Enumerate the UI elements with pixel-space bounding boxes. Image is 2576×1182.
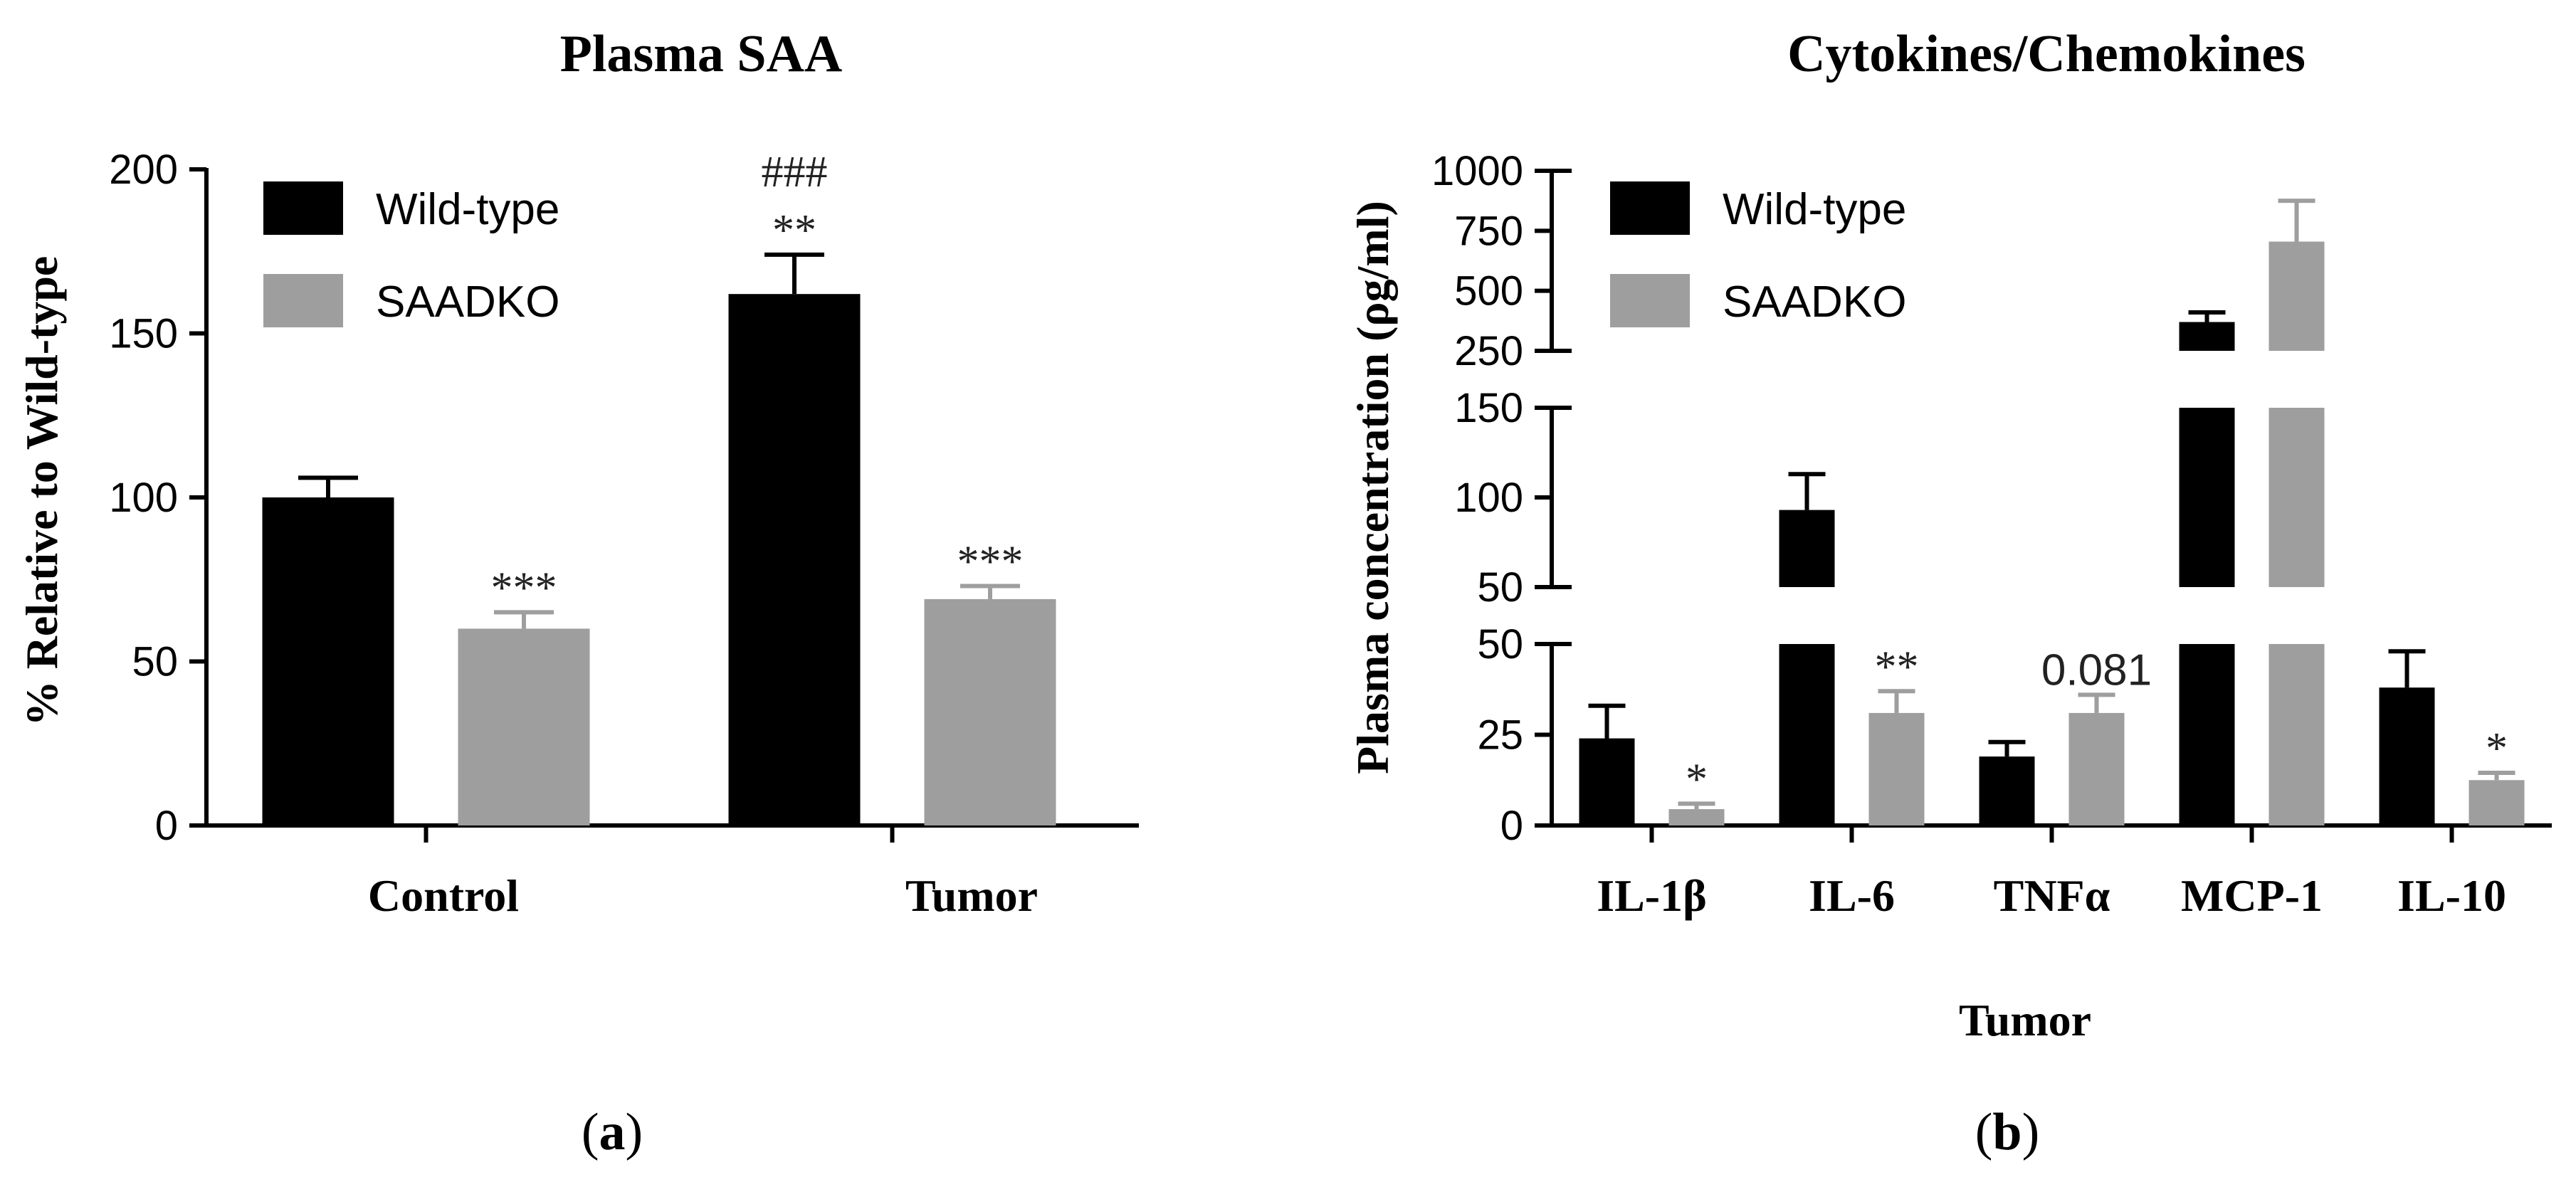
chart-b-legend-swatch-wild-type — [1610, 181, 1690, 235]
chart-a-bar — [458, 628, 590, 825]
chart-b-bar — [1979, 756, 2035, 825]
chart-b-bar — [2469, 780, 2525, 825]
chart-b-category-label: MCP-1 — [2181, 870, 2323, 921]
chart-a-legend-label-saadko: SAADKO — [376, 278, 559, 327]
chart-b-ytick-label: 25 — [1477, 712, 1523, 759]
chart-a-ytick-label: 100 — [109, 475, 178, 521]
chart-b-data-label: 0.081 — [2041, 645, 2152, 695]
chart-a-category-tumor: Tumor — [905, 870, 1038, 921]
chart-a-ytick-label: 0 — [155, 803, 178, 849]
chart-b-bar — [1779, 644, 1835, 825]
chart-b-category-label: TNFα — [1994, 870, 2110, 921]
chart-b-bar — [1868, 712, 1925, 825]
chart-a-ytick-label: 150 — [109, 311, 178, 357]
chart-a-category-control: Control — [368, 870, 519, 921]
chart-b-bar — [2068, 712, 2125, 825]
chart-b-legend-label-wild-type: Wild-type — [1723, 185, 1906, 234]
chart-b-ytick-label: 0 — [1500, 803, 1523, 849]
chart-a-data-label: ** — [772, 206, 816, 255]
panel-label-a: (a) — [582, 1103, 643, 1161]
chart-a-legend-label-wild-type: Wild-type — [376, 185, 559, 234]
chart-b-ytick-label: 750 — [1454, 208, 1523, 254]
chart-b-ytick-label: 100 — [1454, 475, 1523, 521]
chart-b-bar — [2269, 241, 2325, 351]
chart-a-ytick-label: 50 — [132, 639, 178, 685]
chart-b-ytick-label: 50 — [1477, 621, 1523, 667]
chart-b-bar — [2179, 322, 2235, 351]
chart-a-title: Plasma SAA — [560, 25, 843, 83]
chart-a-legend-swatch-saadko — [263, 274, 343, 327]
chart-b-ytick-label: 50 — [1477, 564, 1523, 611]
chart-b-bar — [2269, 644, 2325, 825]
chart-b-bar — [1779, 510, 1835, 587]
chart-b-plot: 0 25 50 50 100 150 250 500 750 1000 IL-1β * IL-6 ** TN… — [1431, 148, 2552, 921]
chart-b-ylabel: Plasma concentration (ρg/ml) — [1347, 201, 1398, 774]
chart-b-bar — [1668, 809, 1725, 825]
chart-b-ytick-label: 250 — [1454, 328, 1523, 374]
chart-a-ytick-label: 200 — [109, 147, 178, 193]
chart-a-bar — [924, 598, 1056, 825]
panel-label-b: (b) — [1975, 1103, 2039, 1161]
chart-b-legend-label-saadko: SAADKO — [1723, 278, 1906, 327]
chart-b-bar — [1579, 738, 1635, 825]
chart-a-data-label: *** — [957, 537, 1024, 586]
chart-b-data-label: * — [1686, 755, 1708, 803]
chart-b-data-label: * — [2486, 724, 2508, 773]
chart-b-ytick-label: 1000 — [1431, 148, 1523, 194]
chart-b-xlabel: Tumor — [1959, 995, 2091, 1045]
chart-b-category-label: IL-10 — [2397, 870, 2506, 921]
chart-b-category-label: IL-1β — [1597, 870, 1707, 921]
chart-a-annotation: ### — [762, 148, 828, 196]
chart-b-ytick-label: 500 — [1454, 268, 1523, 315]
chart-a-bar — [262, 497, 394, 825]
chart-b-legend-swatch-saadko — [1610, 274, 1690, 327]
chart-b-bar — [2179, 644, 2235, 825]
chart-b-category-label: IL-6 — [1809, 870, 1895, 921]
chart-b-bar — [2179, 408, 2235, 587]
chart-a-ylabel: % Relative to Wild-type — [16, 256, 67, 727]
chart-b-bar — [2379, 687, 2435, 825]
chart-b-ytick-label: 150 — [1454, 385, 1523, 431]
chart-b-title: Cytokines/Chemokines — [1787, 25, 2306, 83]
chart-b-data-label: ** — [1875, 643, 1919, 691]
chart-b-bar — [2269, 408, 2325, 587]
chart-a-data-label: *** — [491, 564, 557, 612]
chart-a-bar — [728, 294, 861, 825]
chart-a-legend-swatch-wild-type — [263, 181, 343, 235]
